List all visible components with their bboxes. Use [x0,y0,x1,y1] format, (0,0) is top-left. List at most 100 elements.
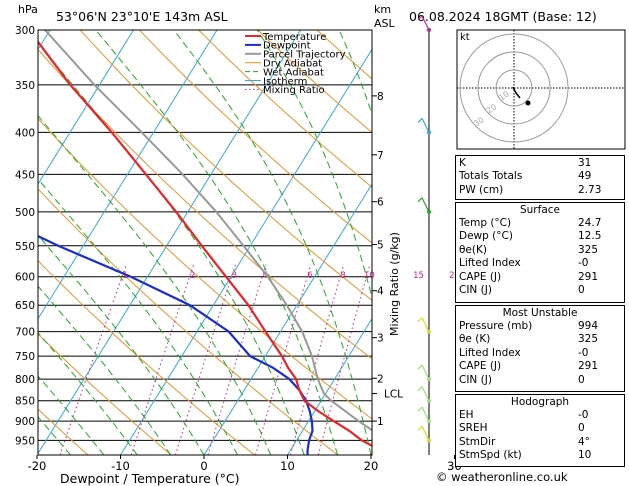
mu-row: Lifted Index -0 [459,346,589,359]
km-tick-label: 7 [377,150,384,162]
hodograph-kt-label: kt [460,32,470,43]
temperature-tick-label: -20 [28,459,47,473]
hodograph-trace [512,86,521,99]
asl-label: ASL [374,17,396,30]
wind-barb-shaft [421,197,430,213]
mixing-ratio-label: 20 [449,271,460,281]
isotherm-line [38,30,218,320]
dry-adiabat-line [0,30,5,455]
profile-lines [38,30,372,455]
plot-frame [37,29,373,456]
temperature-tick-label: -10 [111,459,130,473]
hodograph-table: Hodograph EH -0 SREH 0 StmDir 4° StmSpd (kt… [455,394,625,467]
isotherm-line [287,317,372,455]
wind-barb-flag [417,406,423,412]
mixing-ratio-label: 15 [413,271,424,281]
background-lines [0,30,455,455]
most-unstable-title: Most Unstable [502,307,578,319]
indices-row-k: K 31 [459,157,592,169]
hpa-label: hPa [18,3,38,16]
wind-barb-shaft [421,386,430,401]
hodograph-table-title: Hodograph [510,396,570,408]
surface-row: Lifted Index -0 [459,257,589,270]
mixing-ratio-label: 1 [122,271,127,281]
isotherm-line [38,30,134,185]
wind-barb-shaft [421,118,430,133]
mixing-ratio-label: 4 [262,271,267,281]
wet-adiabat-line [38,416,71,455]
dry-adiabat-line [79,30,372,301]
storm-motion-marker [525,100,531,106]
wet-adiabat-line [38,178,238,455]
pressure-tick-label: 650 [15,300,35,312]
wind-barb-shaft [421,15,430,31]
mu-row: CAPE (J) 291 [459,360,599,373]
pressure-tick-label: 850 [15,396,35,408]
hodo-row: EH -0 [459,409,589,421]
wet-adiabat-line [38,331,138,455]
parcel-trajectory-line [44,30,372,432]
pressure-tick-label: 700 [15,327,35,339]
lcl-label: LCL [384,389,403,401]
isotherm-line [120,48,372,455]
dry-adiabat-line [38,333,172,455]
wet-adiabat-line [38,234,205,455]
mixing-ratio-line [409,265,455,455]
dry-adiabat-line [38,260,255,455]
legend-label: Dewpoint [263,41,311,52]
wind-barb-flag [417,317,423,323]
km-tick-label: 8 [377,91,384,103]
pressure-tick-label: 400 [15,127,35,139]
km-tick-label: 4 [377,286,384,298]
wind-barb-flag [417,15,423,21]
legend-label: Temperature [262,32,326,43]
dry-adiabat-line [38,408,89,455]
surface-table: Surface Temp (°C) 24.7 Dewp (°C) 12.5 θe(K… [455,202,625,303]
wind-barb-shaft [421,426,430,441]
surface-row: Temp (°C) 24.7 [459,217,602,229]
dry-adiabat-line [139,30,372,244]
wind-barb-flag [417,117,423,123]
temperature-tick-label: 20 [364,459,379,473]
km-tick-label: 6 [377,197,384,209]
wind-barb-shaft [421,364,430,380]
copyright-footer[interactable]: © weatheronline.co.uk [436,470,568,484]
pressure-tick-label: 500 [15,207,35,219]
most-unstable-table: Most Unstable Pressure (mb) 994 θe (K) 325… [455,305,625,392]
wet-adiabat-line [38,114,272,455]
km-label: km [374,3,391,16]
legend-label: Mixing Ratio [263,85,325,96]
km-tick-label: 3 [377,333,384,345]
hodograph-ring [477,51,551,125]
indices-row-tt: Totals Totals 49 [459,170,592,183]
mixing-ratio-label: 2 [190,271,195,281]
wind-barb-flag [417,425,423,431]
hodo-row: StmDir 4° [459,435,590,448]
x-axis-title: Dewpoint / Temperature (°C) [60,471,239,486]
temperature-tick-label: 0 [200,459,207,473]
surface-title: Surface [519,204,560,216]
pressure-tick-label: 750 [15,351,35,363]
temperature-tick-label: 10 [280,459,295,473]
hodo-row: StmSpd (kt) 10 [459,449,592,462]
wind-barb-flag [417,364,423,370]
indices-row-pw: PW (cm) 2.73 [459,183,602,196]
legend-label: Wet Adiabat [263,67,324,78]
pressure-tick-label: 550 [15,241,35,253]
header-left: 53°06'N 23°10'E 143m ASL [56,9,228,24]
wind-barb-flag [417,197,423,203]
mu-row: Pressure (mb) 994 [459,320,599,332]
dewpoint-line [38,234,314,455]
dry-adiabat-line [38,48,372,360]
legend-label: Dry Adiabat [263,59,322,70]
pressure-tick-label: 450 [15,169,35,181]
mixing-ratio-axis-title: Mixing Ratio (g/kg) [388,232,401,336]
mixing-ratio-label: 8 [340,271,345,281]
surface-row: CIN (J) 0 [459,283,585,296]
km-tick-label: 2 [377,373,384,385]
hodo-row: SREH 0 [459,422,585,435]
pressure-tick-label: 900 [15,416,35,428]
mixing-ratio-label: 3 [232,271,237,281]
wind-barb-shaft [421,317,430,332]
mixing-ratio-line [207,264,267,455]
